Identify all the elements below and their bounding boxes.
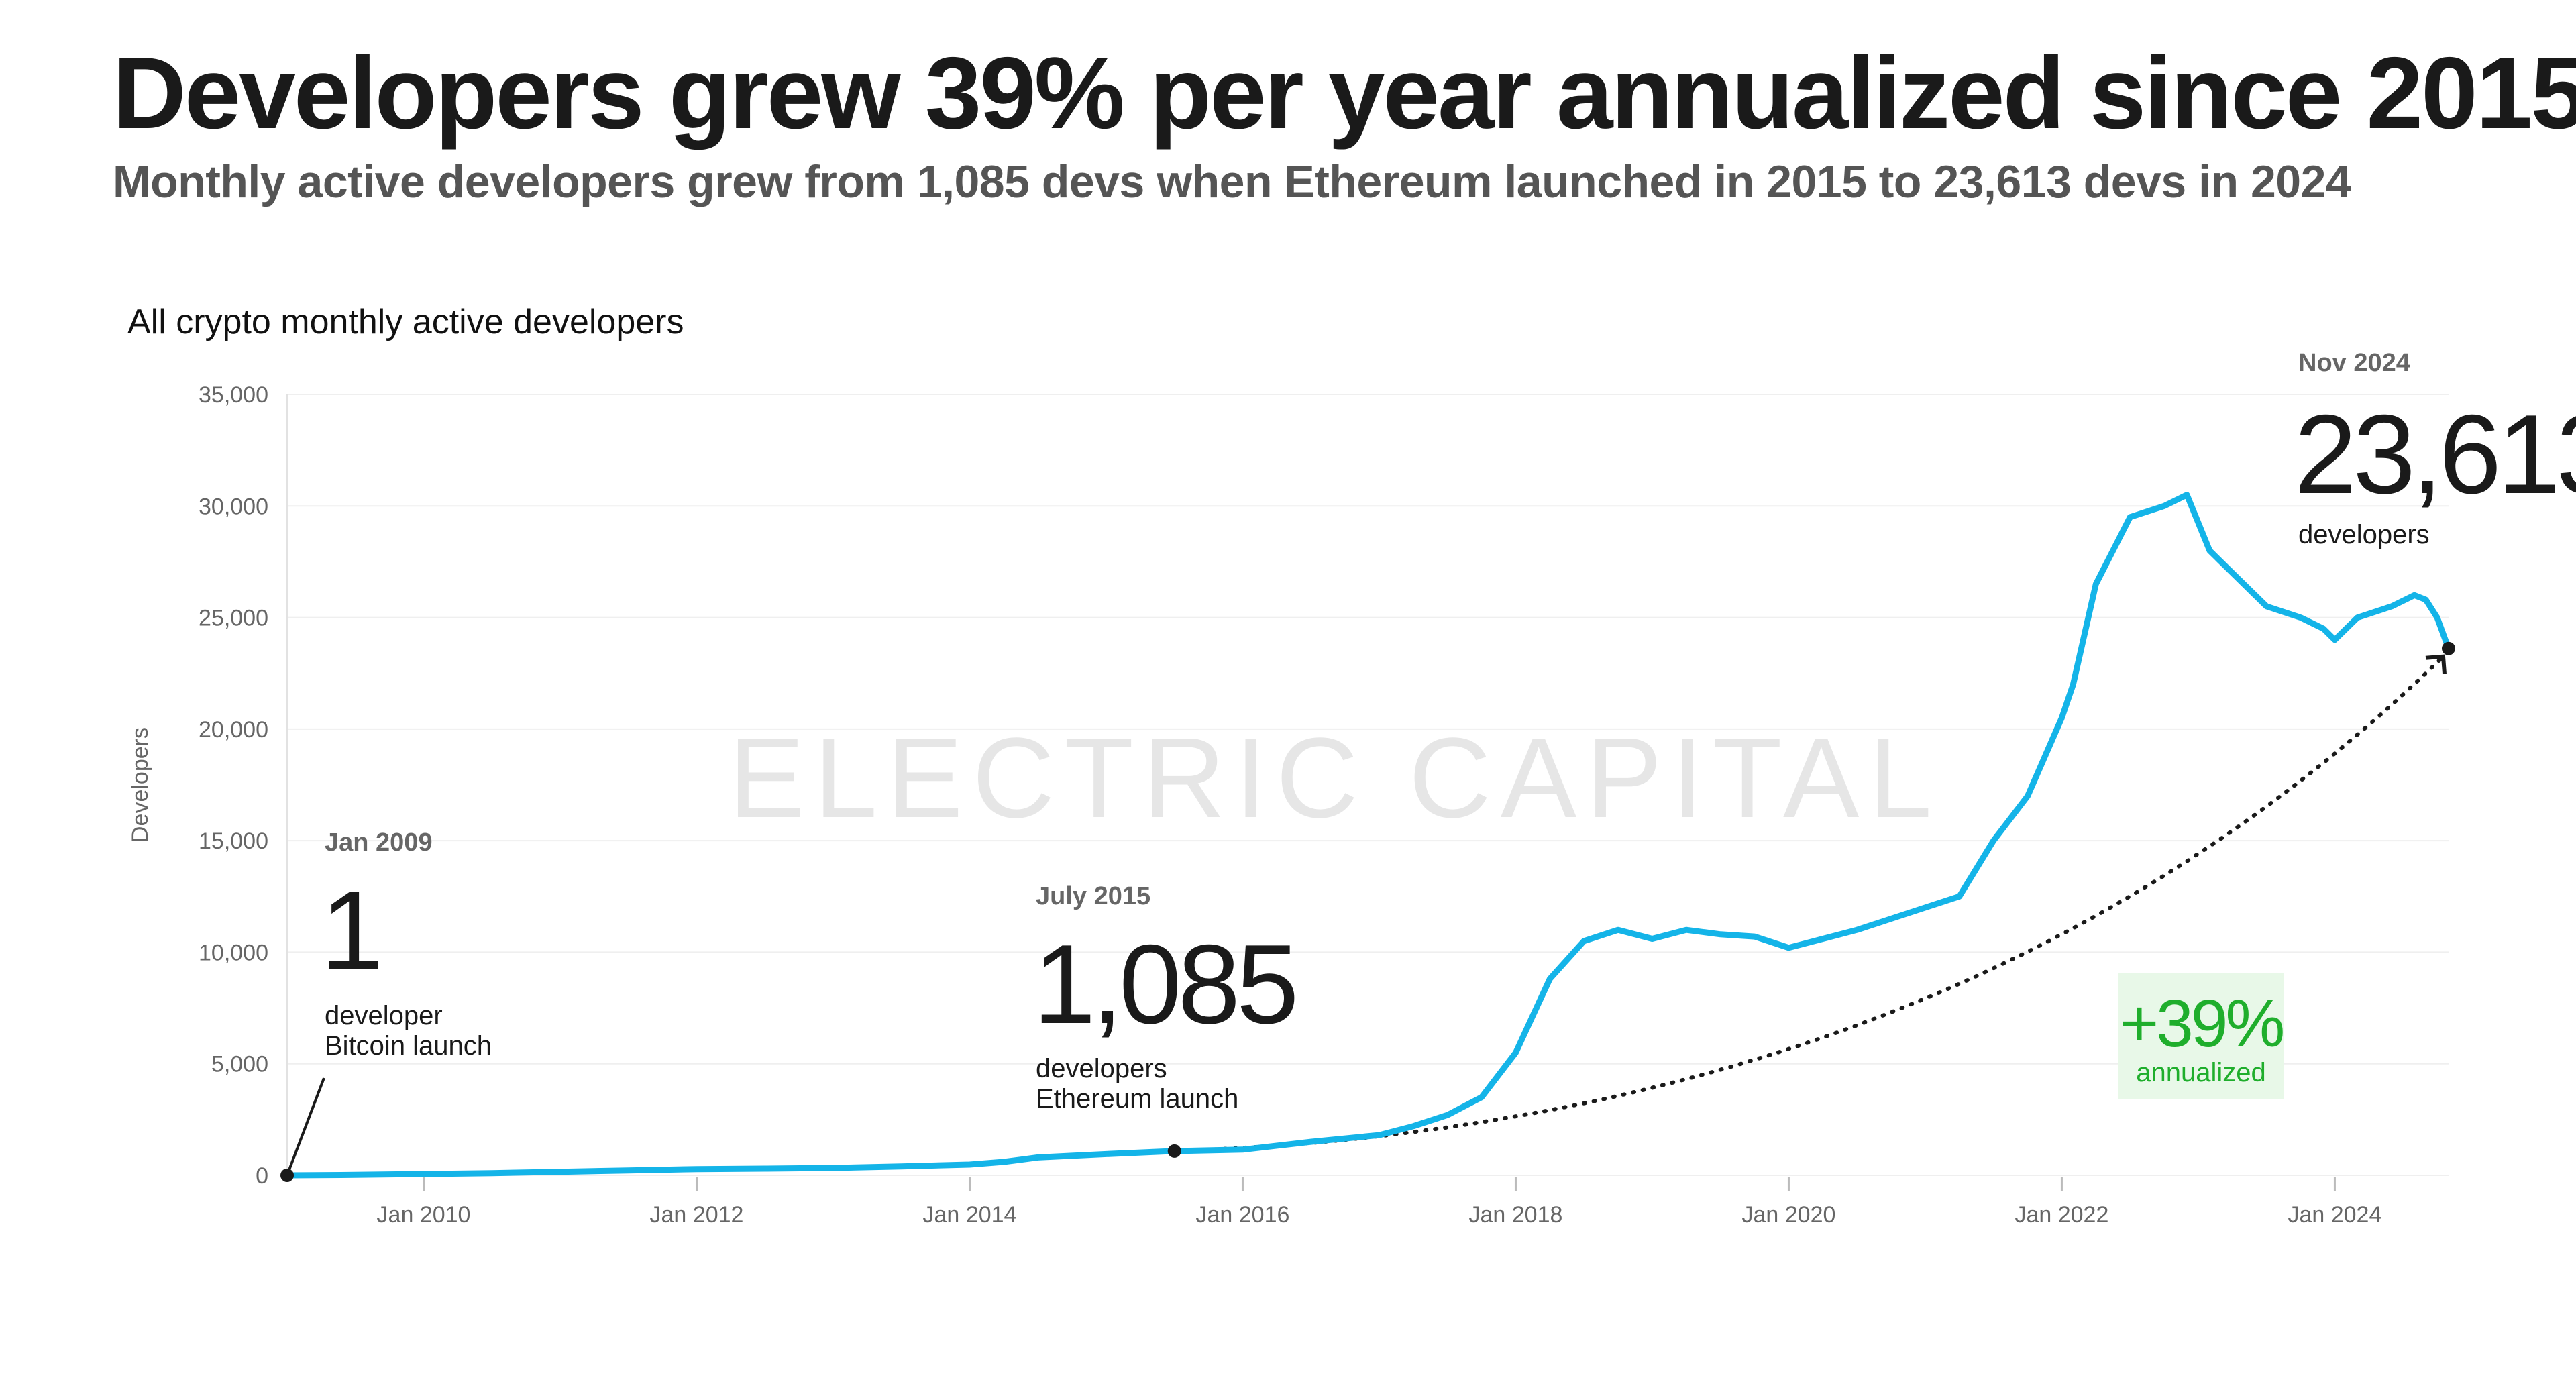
growth-callout-label: annualized — [2136, 1058, 2266, 1087]
annotation-line: developer — [325, 1001, 443, 1030]
x-tick-label: Jan 2018 — [1468, 1202, 1562, 1228]
y-tick-label: 10,000 — [199, 940, 268, 965]
x-tick-label: Jan 2012 — [650, 1202, 744, 1228]
annotation-date: July 2015 — [1036, 882, 1150, 910]
subheadline: Monthly active developers grew from 1,08… — [113, 156, 2351, 207]
annotation-line: developers — [1036, 1054, 1167, 1083]
y-axis-label: Developers — [127, 727, 153, 843]
x-tick-label: Jan 2024 — [2288, 1202, 2381, 1228]
annotation-dots — [280, 641, 2455, 1182]
annotation-line: Bitcoin launch — [325, 1031, 492, 1061]
x-tick-label: Jan 2022 — [2015, 1202, 2108, 1228]
series-line — [284, 492, 2452, 1179]
annotation-july-2015: July 2015 1,085 developers Ethereum laun… — [1033, 882, 1299, 1114]
x-axis-ticks: Jan 2010 Jan 2012 Jan 2014 Jan 2016 Jan 2018… — [377, 1177, 2381, 1228]
headline: Developers grew 39% per year annualized … — [113, 36, 2576, 150]
y-tick-label: 25,000 — [199, 606, 268, 631]
annotation-value: 1 — [321, 867, 379, 993]
annotation-line: developers — [2298, 520, 2430, 549]
y-tick-label: 20,000 — [199, 717, 268, 743]
annotation-nov-2024: Nov 2024 23,613 developers — [2294, 349, 2576, 549]
data-point-marker — [280, 1168, 294, 1182]
jan-2009-leader-line — [286, 1077, 325, 1176]
annotation-value: 1,085 — [1033, 921, 1295, 1047]
watermark-logo: ELECTRIC CAPITAL — [729, 714, 1941, 842]
gridlines — [286, 394, 2449, 1176]
y-tick-label: 5,000 — [211, 1052, 268, 1077]
growth-callout-background — [2118, 973, 2284, 1099]
x-tick-label: Jan 2016 — [1196, 1202, 1290, 1228]
annotation-line: Ethereum launch — [1036, 1084, 1238, 1114]
annotation-date: Nov 2024 — [2298, 349, 2410, 377]
y-tick-label: 0 — [256, 1163, 268, 1189]
x-tick-label: Jan 2020 — [1741, 1202, 1835, 1228]
growth-curve-arrowhead — [2425, 654, 2447, 674]
y-axis-ticks: 0 5,000 10,000 15,000 20,000 25,000 30,000 35,0… — [199, 382, 268, 1189]
growth-callout: +39% annualized — [2118, 973, 2286, 1099]
data-point-marker — [1167, 1144, 1181, 1158]
y-tick-label: 30,000 — [199, 494, 268, 519]
annotation-date: Jan 2009 — [325, 828, 433, 857]
y-tick-label: 15,000 — [199, 828, 268, 854]
growth-callout-value: +39% — [2120, 986, 2284, 1061]
series-layer — [284, 492, 2452, 1179]
data-point-marker — [2442, 641, 2455, 655]
growth-curve — [1172, 654, 2445, 1153]
x-tick-label: Jan 2014 — [923, 1202, 1017, 1228]
x-tick-label: Jan 2010 — [377, 1202, 471, 1228]
y-tick-label: 35,000 — [199, 382, 268, 408]
annotation-value: 23,613 — [2294, 391, 2576, 517]
chart-title: All crypto monthly active developers — [127, 303, 684, 341]
annotation-jan-2009: Jan 2009 1 developer Bitcoin launch — [321, 828, 492, 1061]
